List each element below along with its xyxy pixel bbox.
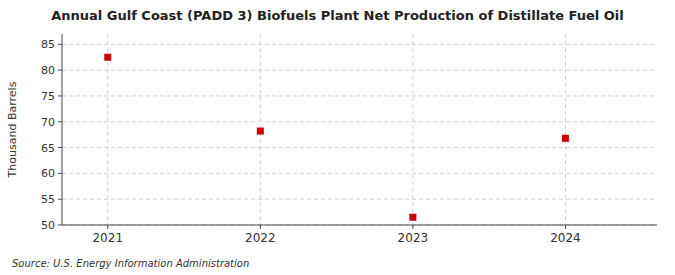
x-axis-line xyxy=(62,225,657,226)
y-grid-line xyxy=(62,95,657,96)
y-tick-label: 65 xyxy=(41,142,55,155)
y-tick-label: 85 xyxy=(41,38,55,51)
y-tick xyxy=(58,70,62,71)
y-tick xyxy=(58,225,62,226)
grid xyxy=(62,34,657,225)
points xyxy=(104,54,569,221)
y-tick-label: 60 xyxy=(41,167,55,180)
title: Annual Gulf Coast (PADD 3) Biofuels Plan… xyxy=(51,8,624,23)
chart: 2021 2022 2023 2024 50 55 60 65 70 75 80 85 Annual G… xyxy=(0,0,675,275)
y-tick-label: 70 xyxy=(41,116,55,129)
y-grid-line xyxy=(62,173,657,174)
y-tick xyxy=(58,199,62,200)
point xyxy=(104,54,111,61)
y-tick xyxy=(58,147,62,148)
x-tick-label: 2023 xyxy=(398,231,429,245)
y-tick-label: 80 xyxy=(41,64,55,77)
y-grid-line xyxy=(62,225,657,226)
x-tick xyxy=(260,225,261,229)
y-tick xyxy=(58,173,62,174)
y-tick xyxy=(58,121,62,122)
y-grid-line xyxy=(62,121,657,122)
y-axis-line xyxy=(62,34,63,225)
y-tick-label: 75 xyxy=(41,90,55,103)
y-grid-line xyxy=(62,147,657,148)
point xyxy=(257,128,264,135)
x-tick xyxy=(412,225,413,229)
point xyxy=(409,214,416,221)
x-grid-line xyxy=(565,34,566,225)
y-tick xyxy=(58,44,62,45)
y-grid-line xyxy=(62,199,657,200)
y-tick-label: 50 xyxy=(41,219,55,232)
y-tick xyxy=(58,95,62,96)
x-tick-label: 2022 xyxy=(245,231,276,245)
x-tick xyxy=(565,225,566,229)
y-grid-line xyxy=(62,44,657,45)
x-tick-label: 2021 xyxy=(92,231,123,245)
x-tick-label: 2024 xyxy=(550,231,581,245)
y-axis-label: Thousand Barrels xyxy=(6,81,19,178)
source: Source: U.S. Energy Information Administ… xyxy=(12,258,249,269)
x-grid-line xyxy=(412,34,413,225)
y-grid-line xyxy=(62,70,657,71)
y-tick-label: 55 xyxy=(41,193,55,206)
x-tick xyxy=(107,225,108,229)
point xyxy=(562,135,569,142)
x-grid-line xyxy=(107,34,108,225)
